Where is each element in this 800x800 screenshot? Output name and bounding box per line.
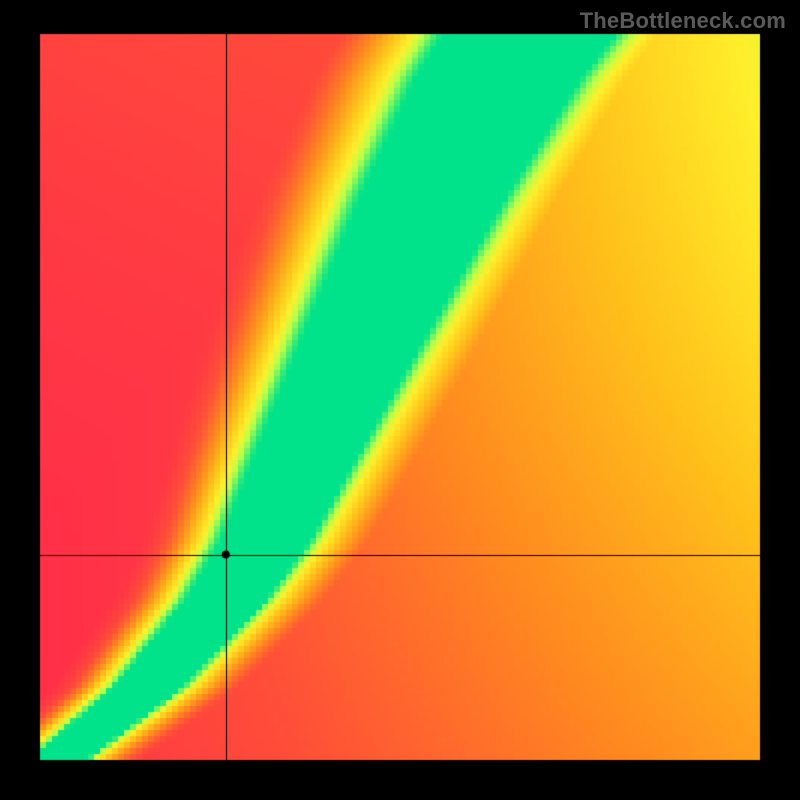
- heatmap-plot: [0, 0, 800, 800]
- figure-container: TheBottleneck.com: [0, 0, 800, 800]
